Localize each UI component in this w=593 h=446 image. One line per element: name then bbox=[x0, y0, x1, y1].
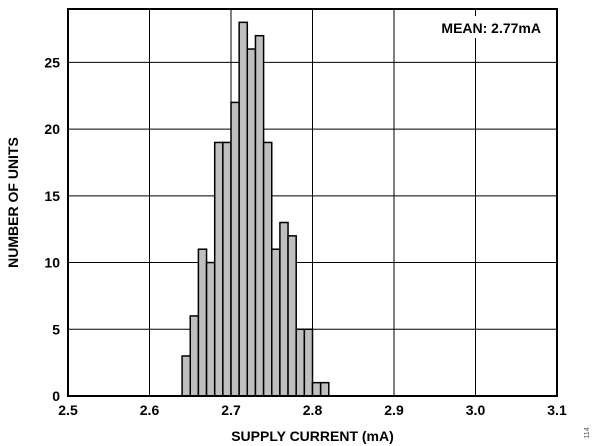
grid-lines bbox=[67, 9, 558, 397]
x-tick-label: 2.9 bbox=[384, 402, 404, 418]
y-axis-label: NUMBER OF UNITS bbox=[5, 137, 21, 268]
histogram-bar bbox=[181, 355, 192, 397]
histogram-bar bbox=[303, 328, 314, 397]
figure-code: 114 bbox=[584, 427, 591, 438]
x-tick-label: 3.1 bbox=[547, 402, 567, 418]
histogram-bar bbox=[213, 141, 224, 397]
histogram-bar bbox=[287, 235, 297, 397]
histogram-bar bbox=[230, 101, 240, 397]
y-tick-label: 15 bbox=[44, 188, 60, 204]
x-tick-label: 2.6 bbox=[140, 402, 160, 418]
x-tick-label: 3.0 bbox=[466, 402, 486, 418]
histogram-bar bbox=[189, 315, 200, 397]
histogram-bar bbox=[279, 221, 289, 397]
x-tick-labels: 2.5 2.6 2.7 2.8 2.9 3.0 3.1 bbox=[58, 402, 567, 418]
x-tick-label: 2.8 bbox=[303, 402, 323, 418]
histogram-bar bbox=[197, 248, 208, 397]
histogram-bars bbox=[181, 21, 330, 397]
y-tick-label: 25 bbox=[44, 54, 60, 70]
histogram-bar bbox=[205, 261, 216, 397]
y-tick-label: 20 bbox=[44, 121, 60, 137]
y-tick-labels: 0 5 10 15 20 25 bbox=[44, 54, 60, 404]
histogram-bar bbox=[262, 141, 273, 397]
plot-frame bbox=[67, 8, 558, 397]
histogram-bar bbox=[271, 248, 281, 397]
histogram-bar bbox=[254, 34, 265, 397]
histogram-bar bbox=[246, 48, 257, 397]
y-tick-label: 0 bbox=[52, 388, 60, 404]
y-tick-label: 5 bbox=[52, 321, 60, 337]
histogram-bar bbox=[295, 328, 306, 397]
x-tick-label: 2.7 bbox=[221, 402, 241, 418]
mean-annotation-box bbox=[419, 16, 539, 38]
histogram-bar bbox=[222, 141, 232, 397]
x-tick-label: 2.5 bbox=[58, 402, 78, 418]
x-axis-label: SUPPLY CURRENT (mA) bbox=[231, 428, 394, 444]
mean-annotation: MEAN: 2.77mA bbox=[441, 20, 541, 36]
histogram-bar bbox=[238, 21, 249, 397]
histogram-bar bbox=[319, 381, 330, 397]
histogram-bar bbox=[311, 381, 322, 397]
y-tick-label: 10 bbox=[44, 255, 60, 271]
